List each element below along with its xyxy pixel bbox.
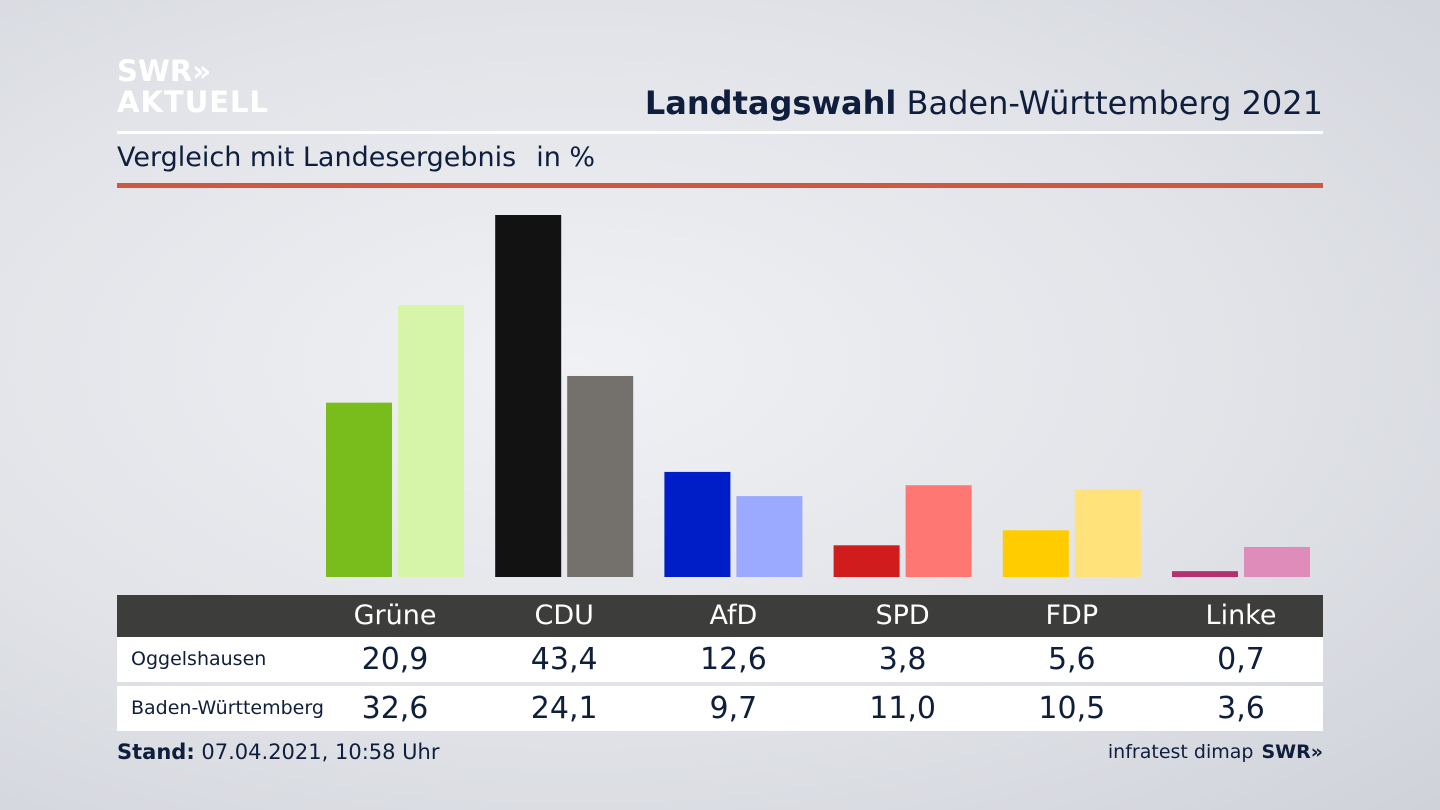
logo-line-2: AKTUELL [117, 85, 270, 119]
title-rest: Baden-Württemberg 2021 [896, 84, 1324, 122]
source-credit: infratest dimap SWR» [1108, 741, 1323, 763]
table-row-oggelshausen: Oggelshausen 20,9 43,4 12,6 3,8 5,6 0,7 [117, 637, 1323, 682]
swr-logo-small: SWR» [1261, 741, 1323, 763]
title-divider [117, 131, 1323, 134]
bar-afd-oggelshausen [664, 471, 731, 577]
table-row-baden-wuerttemberg: Baden-Württemberg 32,6 24,1 9,7 11,0 10,5 3,6 [117, 686, 1323, 731]
swr-aktuell-logo: SWR» AKTUELL [117, 56, 269, 118]
bar-linke-baden-wuerttemberg [1244, 546, 1310, 577]
category-label-afd: AfD [709, 600, 758, 631]
subtitle-text: Vergleich mit Landesergebnis [117, 142, 517, 173]
bar-spd-oggelshausen [833, 545, 900, 577]
bar-cdu-oggelshausen [495, 215, 562, 577]
value-cdu: 24,1 [530, 691, 598, 726]
value-linke: 0,7 [1217, 642, 1265, 677]
table-header-row: Grüne CDU AfD SPD FDP Linke [117, 595, 1323, 637]
bar-fdp-baden-wuerttemberg [1074, 489, 1141, 577]
bar-cdu-baden-wuerttemberg [567, 375, 634, 577]
category-label-gruene: Grüne [353, 600, 437, 631]
value-afd: 12,6 [699, 642, 767, 677]
value-cdu: 43,4 [530, 642, 598, 677]
title-bold: Landtagswahl [644, 84, 897, 122]
value-gruene: 32,6 [361, 691, 429, 726]
chart-subtitle: Vergleich mit Landesergebnis in % [117, 142, 595, 173]
bar-gruene-oggelshausen [326, 402, 392, 577]
row-label: Baden-Württemberg [131, 697, 324, 719]
row-label: Oggelshausen [131, 648, 267, 670]
value-spd: 3,8 [878, 642, 927, 677]
value-linke: 3,6 [1217, 691, 1265, 726]
value-gruene: 20,9 [361, 642, 429, 677]
bar-chart [326, 215, 1310, 577]
category-label-fdp: FDP [1045, 600, 1099, 631]
category-label-spd: SPD [875, 600, 930, 631]
subtitle-unit: in % [536, 142, 596, 173]
bar-fdp-oggelshausen [1002, 530, 1069, 577]
bar-gruene-baden-wuerttemberg [398, 305, 464, 577]
value-afd: 9,7 [709, 691, 758, 726]
bar-spd-baden-wuerttemberg [905, 485, 972, 577]
source-text: infratest dimap [1107, 741, 1254, 763]
value-fdp: 10,5 [1038, 691, 1106, 726]
page-title: Landtagswahl Baden-Württemberg 2021 [645, 84, 1323, 122]
stand-value: 07.04.2021, 10:58 Uhr [194, 740, 440, 764]
stand-label: Stand: [117, 740, 195, 764]
category-label-linke: Linke [1205, 600, 1277, 631]
timestamp: Stand: 07.04.2021, 10:58 Uhr [117, 740, 440, 764]
accent-divider [117, 183, 1323, 188]
value-spd: 11,0 [869, 691, 936, 726]
bar-afd-baden-wuerttemberg [736, 496, 803, 577]
logo-line-1: SWR» [117, 54, 211, 88]
value-fdp: 5,6 [1047, 642, 1096, 677]
bar-linke-oggelshausen [1172, 571, 1238, 577]
category-label-cdu: CDU [534, 600, 594, 631]
